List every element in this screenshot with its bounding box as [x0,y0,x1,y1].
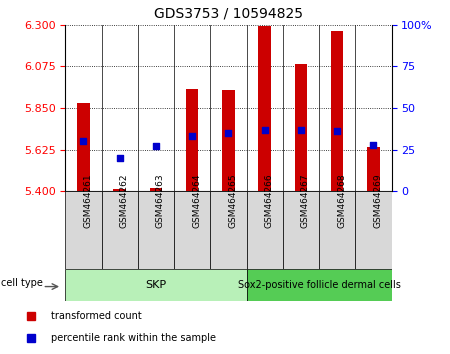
Point [370,142,377,147]
Bar [102,191,138,269]
Text: GSM464266: GSM464266 [265,173,274,228]
Bar [65,269,247,301]
Text: percentile rank within the sample: percentile rank within the sample [51,333,216,343]
Point [333,129,341,134]
Bar [113,189,126,191]
Point [225,130,232,136]
Bar [247,191,283,269]
Bar [65,191,102,269]
Bar [186,88,198,191]
Text: GSM464262: GSM464262 [120,173,129,228]
Point [80,138,87,144]
Bar [367,147,380,191]
Point [152,143,159,149]
Bar [138,191,174,269]
Point [116,155,123,161]
Text: GSM464261: GSM464261 [83,173,92,228]
Text: GSM464267: GSM464267 [301,173,310,228]
Bar [149,188,162,191]
Point [189,133,196,139]
Bar [174,191,210,269]
Text: transformed count: transformed count [51,311,142,321]
Bar [319,191,355,269]
Bar [331,31,343,191]
Bar [283,191,319,269]
Bar [222,90,235,191]
Bar [77,103,90,191]
Bar [355,191,392,269]
Bar [210,191,247,269]
Title: GDS3753 / 10594825: GDS3753 / 10594825 [154,7,303,21]
Point [261,127,268,132]
Bar [247,269,392,301]
Text: GSM464265: GSM464265 [228,173,238,228]
Text: GSM464264: GSM464264 [192,173,201,228]
Text: GSM464263: GSM464263 [156,173,165,228]
Text: GSM464268: GSM464268 [337,173,346,228]
Bar [258,26,271,191]
Point [297,127,305,132]
Text: cell type: cell type [1,278,43,289]
Text: GSM464269: GSM464269 [374,173,382,228]
Text: SKP: SKP [145,280,166,290]
Bar [295,64,307,191]
Text: Sox2-positive follicle dermal cells: Sox2-positive follicle dermal cells [238,280,400,290]
